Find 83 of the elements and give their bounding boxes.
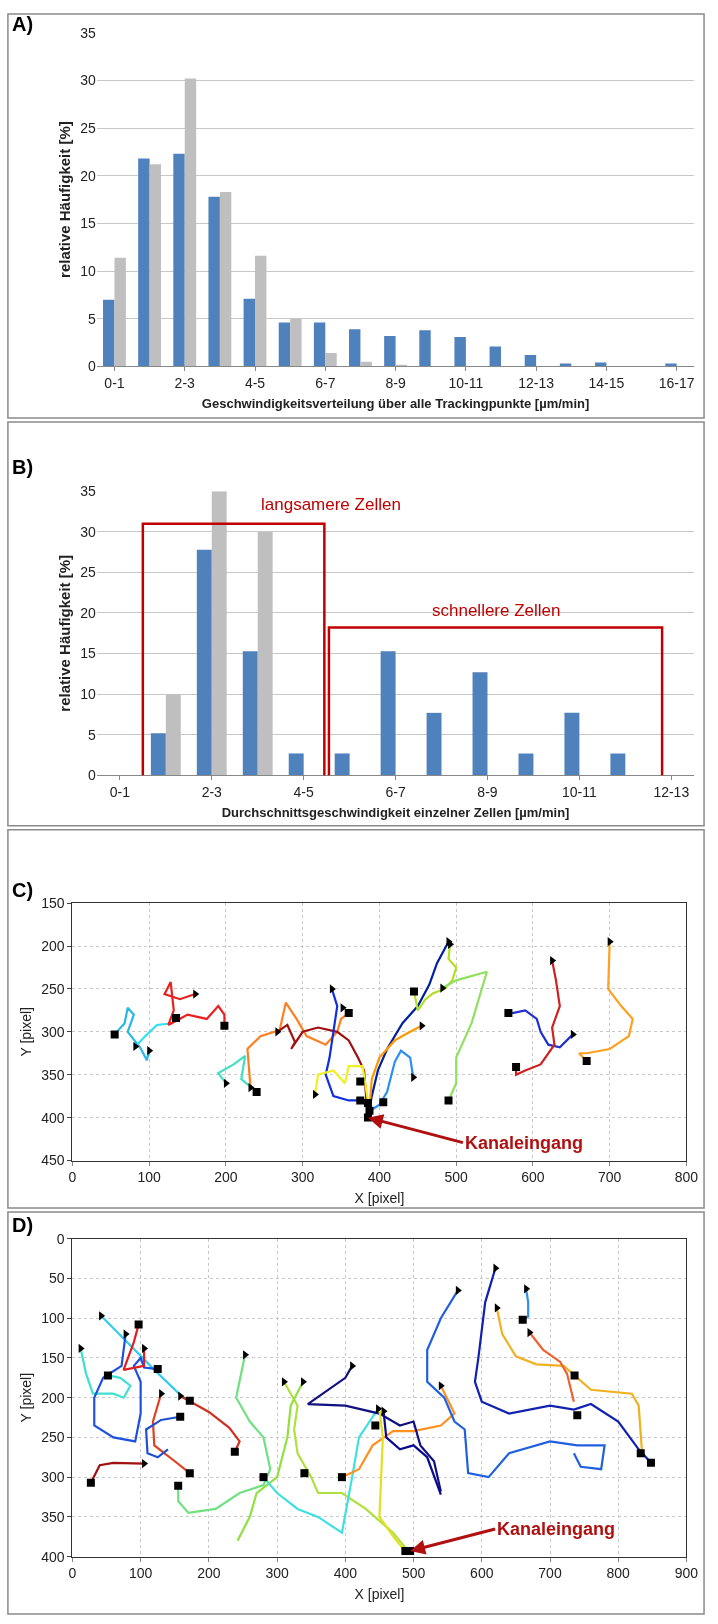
y-tick-label: 20 xyxy=(80,167,97,184)
x-tick-label: 10-11 xyxy=(561,784,597,801)
x-axis-title: Durchschnittsgeschwindigkeit einzelner Zellen [µm/min] xyxy=(221,804,570,820)
y-axis-title: Y [pixel] xyxy=(17,1372,34,1423)
x-tick-label: 12-13 xyxy=(518,375,555,392)
y-tick-label: 400 xyxy=(41,1109,65,1126)
y-tick-label: 10 xyxy=(80,262,97,279)
x-tick-label: 0 xyxy=(68,1565,77,1582)
y-tick-label: 350 xyxy=(41,1508,65,1525)
y-tick-label: 50 xyxy=(49,1270,65,1287)
x-tick-label: 2-3 xyxy=(201,784,223,801)
y-tick-label: 15 xyxy=(80,645,97,662)
y-axis-title: relative Häufigkeit [%] xyxy=(55,554,73,712)
y-tick-label: 0 xyxy=(56,1230,65,1247)
x-tick-label: 400 xyxy=(367,1169,392,1186)
y-tick-label: 100 xyxy=(41,1310,65,1327)
x-tick-label: 10-11 xyxy=(448,375,484,392)
y-tick-label: 10 xyxy=(80,686,97,703)
y-tick-label: 25 xyxy=(80,564,97,581)
x-tick-label: 200 xyxy=(197,1565,221,1582)
text: C) xyxy=(12,879,34,901)
x-tick-label: 0-1 xyxy=(109,784,131,801)
x-tick-label: 6-7 xyxy=(315,375,336,392)
x-tick-label: 14-15 xyxy=(588,375,625,392)
y-tick-label: 0 xyxy=(88,358,97,375)
x-tick-label: 2-3 xyxy=(174,375,196,392)
x-tick-label: 600 xyxy=(470,1565,494,1582)
annotation: schnellere Zellen xyxy=(432,601,561,620)
y-tick-label: 20 xyxy=(80,604,97,621)
y-axis-title: Y [pixel] xyxy=(17,1007,34,1057)
x-tick-label: 6-7 xyxy=(385,784,406,801)
annotation: Kanaleingang xyxy=(465,1133,584,1153)
x-tick-label: 200 xyxy=(214,1169,238,1186)
x-tick-label: 8-9 xyxy=(385,375,406,392)
y-tick-label: 35 xyxy=(80,483,97,500)
x-tick-label: 600 xyxy=(521,1169,545,1186)
y-tick-label: 350 xyxy=(41,1066,65,1083)
x-tick-label: 4-5 xyxy=(244,375,266,392)
x-tick-label: 800 xyxy=(674,1169,699,1186)
y-tick-label: 15 xyxy=(80,215,97,232)
text: B) xyxy=(12,456,34,478)
y-tick-label: 400 xyxy=(41,1548,65,1565)
x-tick-label: 500 xyxy=(444,1169,469,1186)
x-tick-label: 100 xyxy=(128,1565,153,1582)
y-tick-label: 25 xyxy=(80,119,97,136)
x-tick-label: 700 xyxy=(598,1169,622,1186)
x-tick-label: 0 xyxy=(68,1169,77,1186)
x-tick-label: 900 xyxy=(674,1565,699,1582)
x-tick-label: 16-17 xyxy=(658,375,695,392)
x-tick-label: 300 xyxy=(291,1169,315,1186)
y-tick-label: 200 xyxy=(41,1389,65,1406)
y-tick-label: 30 xyxy=(80,72,97,89)
y-axis-title: relative Häufigkeit [%] xyxy=(55,121,73,278)
x-tick-label: 700 xyxy=(538,1565,562,1582)
y-tick-label: 30 xyxy=(80,523,97,540)
x-tick-label: 100 xyxy=(137,1169,162,1186)
y-tick-label: 300 xyxy=(41,1469,65,1486)
x-axis-title: Geschwindigkeitsverteilung über alle Trackingpunkte [µm/min] xyxy=(201,395,590,411)
y-tick-label: 450 xyxy=(41,1152,65,1169)
annotation: langsamere Zellen xyxy=(261,495,401,514)
y-tick-label: 300 xyxy=(41,1023,65,1040)
text: D) xyxy=(12,1214,34,1236)
y-tick-label: 5 xyxy=(88,726,97,743)
x-tick-label: 800 xyxy=(606,1565,631,1582)
x-axis-title: X [pixel] xyxy=(354,1189,405,1206)
x-tick-label: 8-9 xyxy=(477,784,498,801)
y-tick-label: 250 xyxy=(41,980,65,997)
x-tick-label: 12-13 xyxy=(653,784,690,801)
annotation: Kanaleingang xyxy=(497,1519,616,1539)
x-tick-label: 400 xyxy=(333,1565,358,1582)
y-tick-label: 5 xyxy=(88,310,97,327)
x-tick-label: 4-5 xyxy=(293,784,314,801)
text: A) xyxy=(12,13,34,35)
x-tick-label: 300 xyxy=(265,1565,289,1582)
x-tick-label: 500 xyxy=(401,1565,426,1582)
y-tick-label: 150 xyxy=(41,1349,65,1366)
y-tick-label: 150 xyxy=(41,894,65,911)
x-tick-label: 0-1 xyxy=(104,375,125,392)
y-tick-label: 250 xyxy=(41,1429,65,1446)
y-tick-label: 0 xyxy=(88,767,97,784)
y-tick-label: 200 xyxy=(41,937,65,954)
y-tick-label: 35 xyxy=(80,24,97,41)
x-axis-title: X [pixel] xyxy=(354,1585,405,1602)
